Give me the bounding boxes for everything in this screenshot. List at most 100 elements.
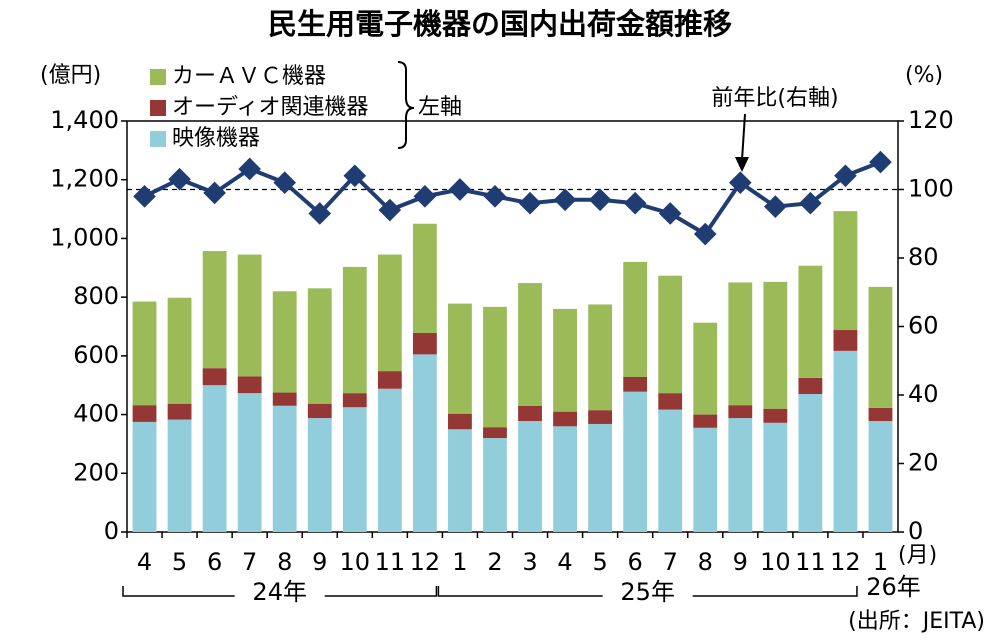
x-tick-label: 1 [873, 548, 888, 576]
group-label: 25年 [620, 578, 675, 606]
line-marker [623, 191, 647, 215]
bar [763, 281, 788, 409]
bar [342, 407, 367, 532]
y2-tick-label: 120 [908, 106, 954, 134]
bar [588, 304, 613, 411]
line-marker [588, 188, 612, 212]
bar [412, 223, 437, 333]
bar [868, 421, 893, 532]
source: (出所：JEITA) [848, 609, 985, 634]
y2-tick-label: 60 [908, 312, 939, 340]
bar [728, 418, 753, 532]
y-tick-label: 1,400 [50, 106, 119, 134]
bar [237, 376, 262, 394]
legend-group-label: 左軸 [418, 95, 462, 120]
bar [833, 330, 858, 351]
x-tick-label: 7 [663, 548, 678, 576]
y2-tick-label: 0 [908, 517, 923, 545]
x-tick-label: 6 [628, 548, 643, 576]
bar [553, 426, 577, 532]
y-tick-label: 1,200 [50, 165, 119, 193]
bar [833, 350, 858, 532]
line-marker [133, 185, 156, 208]
x-tick-label: 9 [312, 548, 327, 576]
y-axis-label: (億円) [40, 63, 101, 88]
group-label: 24年 [252, 578, 307, 606]
bar [588, 423, 613, 532]
bar [623, 391, 648, 532]
y-tick-label: 200 [73, 458, 119, 486]
bar [272, 405, 297, 532]
y-tick-label: 400 [73, 400, 119, 428]
legend-swatch [150, 69, 166, 85]
line-marker [448, 178, 472, 201]
bar [272, 291, 297, 393]
bar [553, 411, 577, 427]
bar [307, 418, 332, 532]
bar [483, 306, 507, 428]
y2-tick-label: 40 [908, 380, 939, 408]
y2-axis-label: (%) [905, 63, 943, 88]
bar [412, 354, 437, 532]
group-bracket [437, 586, 858, 597]
x-tick-label: 1 [452, 548, 467, 576]
bar [798, 265, 823, 378]
line-marker [518, 191, 542, 215]
annotation-arrowhead [735, 157, 749, 172]
bar [518, 283, 542, 406]
x-tick-label: 4 [137, 548, 152, 576]
y2-tick-label: 100 [908, 175, 954, 203]
bar [167, 419, 192, 532]
line-marker [203, 181, 226, 205]
line-marker [553, 188, 577, 212]
chart-title: 民生用電子機器の国内出荷金額推移 [268, 7, 732, 41]
bar [693, 414, 718, 428]
x-tick-label: 7 [242, 548, 257, 576]
y-tick-label: 0 [104, 517, 119, 545]
line-marker [483, 185, 507, 208]
bar [377, 254, 402, 372]
bar [658, 275, 683, 394]
bar [448, 413, 472, 430]
x-tick-label: 2 [487, 548, 502, 576]
line-marker [869, 150, 892, 174]
bar [202, 385, 227, 532]
bar [728, 405, 753, 419]
bar [377, 371, 402, 389]
line-series [143, 160, 882, 237]
x-tick-label: 6 [207, 548, 222, 576]
bar [342, 393, 367, 408]
line-marker [238, 157, 261, 181]
line-marker [764, 195, 787, 218]
bar [307, 288, 332, 404]
bar [553, 308, 577, 412]
bar [868, 286, 893, 408]
bar [483, 427, 507, 439]
line-marker [413, 185, 437, 208]
bar [588, 410, 613, 424]
bar [833, 211, 858, 331]
group-bracket [122, 586, 438, 597]
line-marker [728, 171, 752, 194]
bar [693, 427, 718, 532]
x-tick-label: 5 [592, 548, 607, 576]
bar [868, 407, 893, 422]
bar [448, 303, 472, 414]
y-tick-label: 800 [73, 282, 119, 310]
legend-label: オーディオ関連機器 [172, 95, 368, 120]
bar [623, 376, 648, 392]
legend-label: カーＡＶＣ機器 [172, 64, 326, 89]
x-tick-label: 12 [410, 548, 441, 576]
bar [798, 377, 823, 395]
bar [518, 405, 542, 422]
line-marker [693, 222, 717, 246]
bar [518, 421, 542, 532]
y-tick-label: 600 [73, 341, 119, 369]
annotation: 前年比(右軸) [711, 86, 838, 111]
x-tick-label: 4 [557, 548, 572, 576]
bar [202, 251, 227, 369]
legend-label: 映像機器 [172, 126, 260, 151]
x-tick-label: 5 [172, 548, 187, 576]
